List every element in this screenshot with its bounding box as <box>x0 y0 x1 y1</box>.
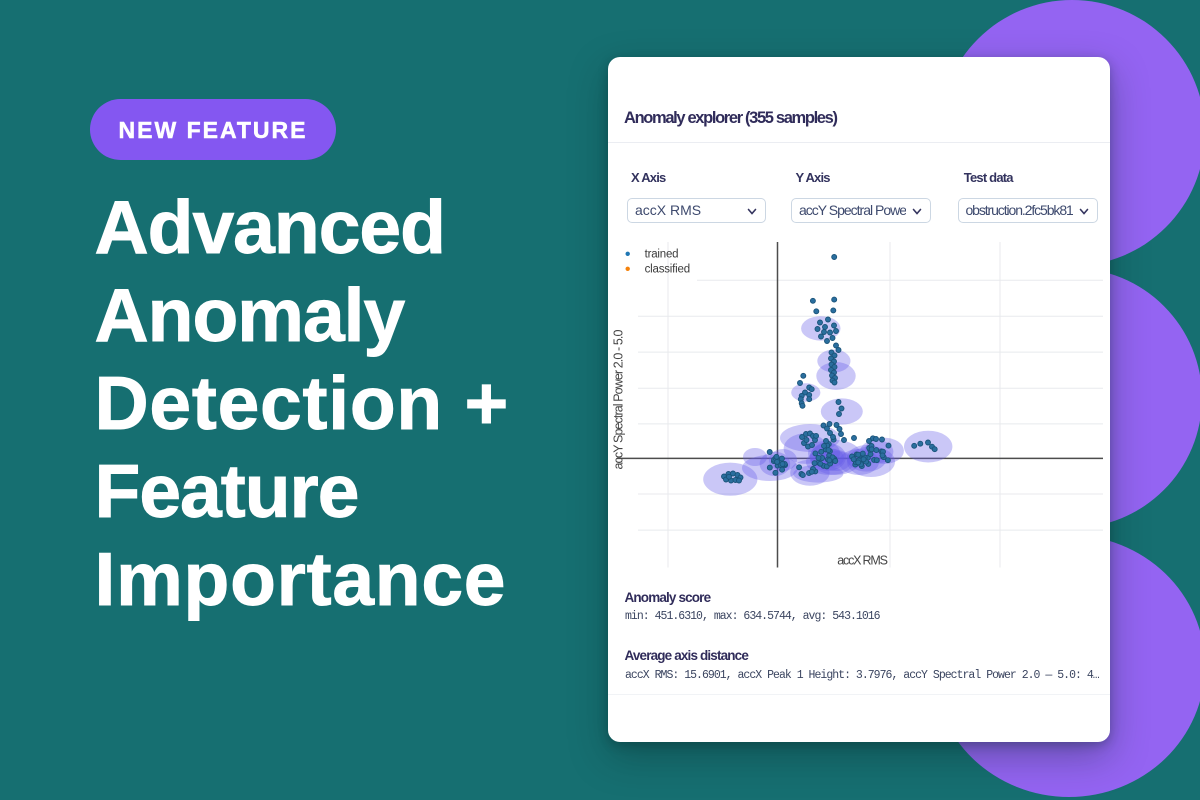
svg-text:classified: classified <box>645 263 690 275</box>
svg-text:accY Spectral Power 2.0 - 5.0: accY Spectral Power 2.0 - 5.0 <box>612 330 626 470</box>
svg-text:accX RMS: accX RMS <box>837 554 887 568</box>
svg-text:trained: trained <box>645 248 679 260</box>
